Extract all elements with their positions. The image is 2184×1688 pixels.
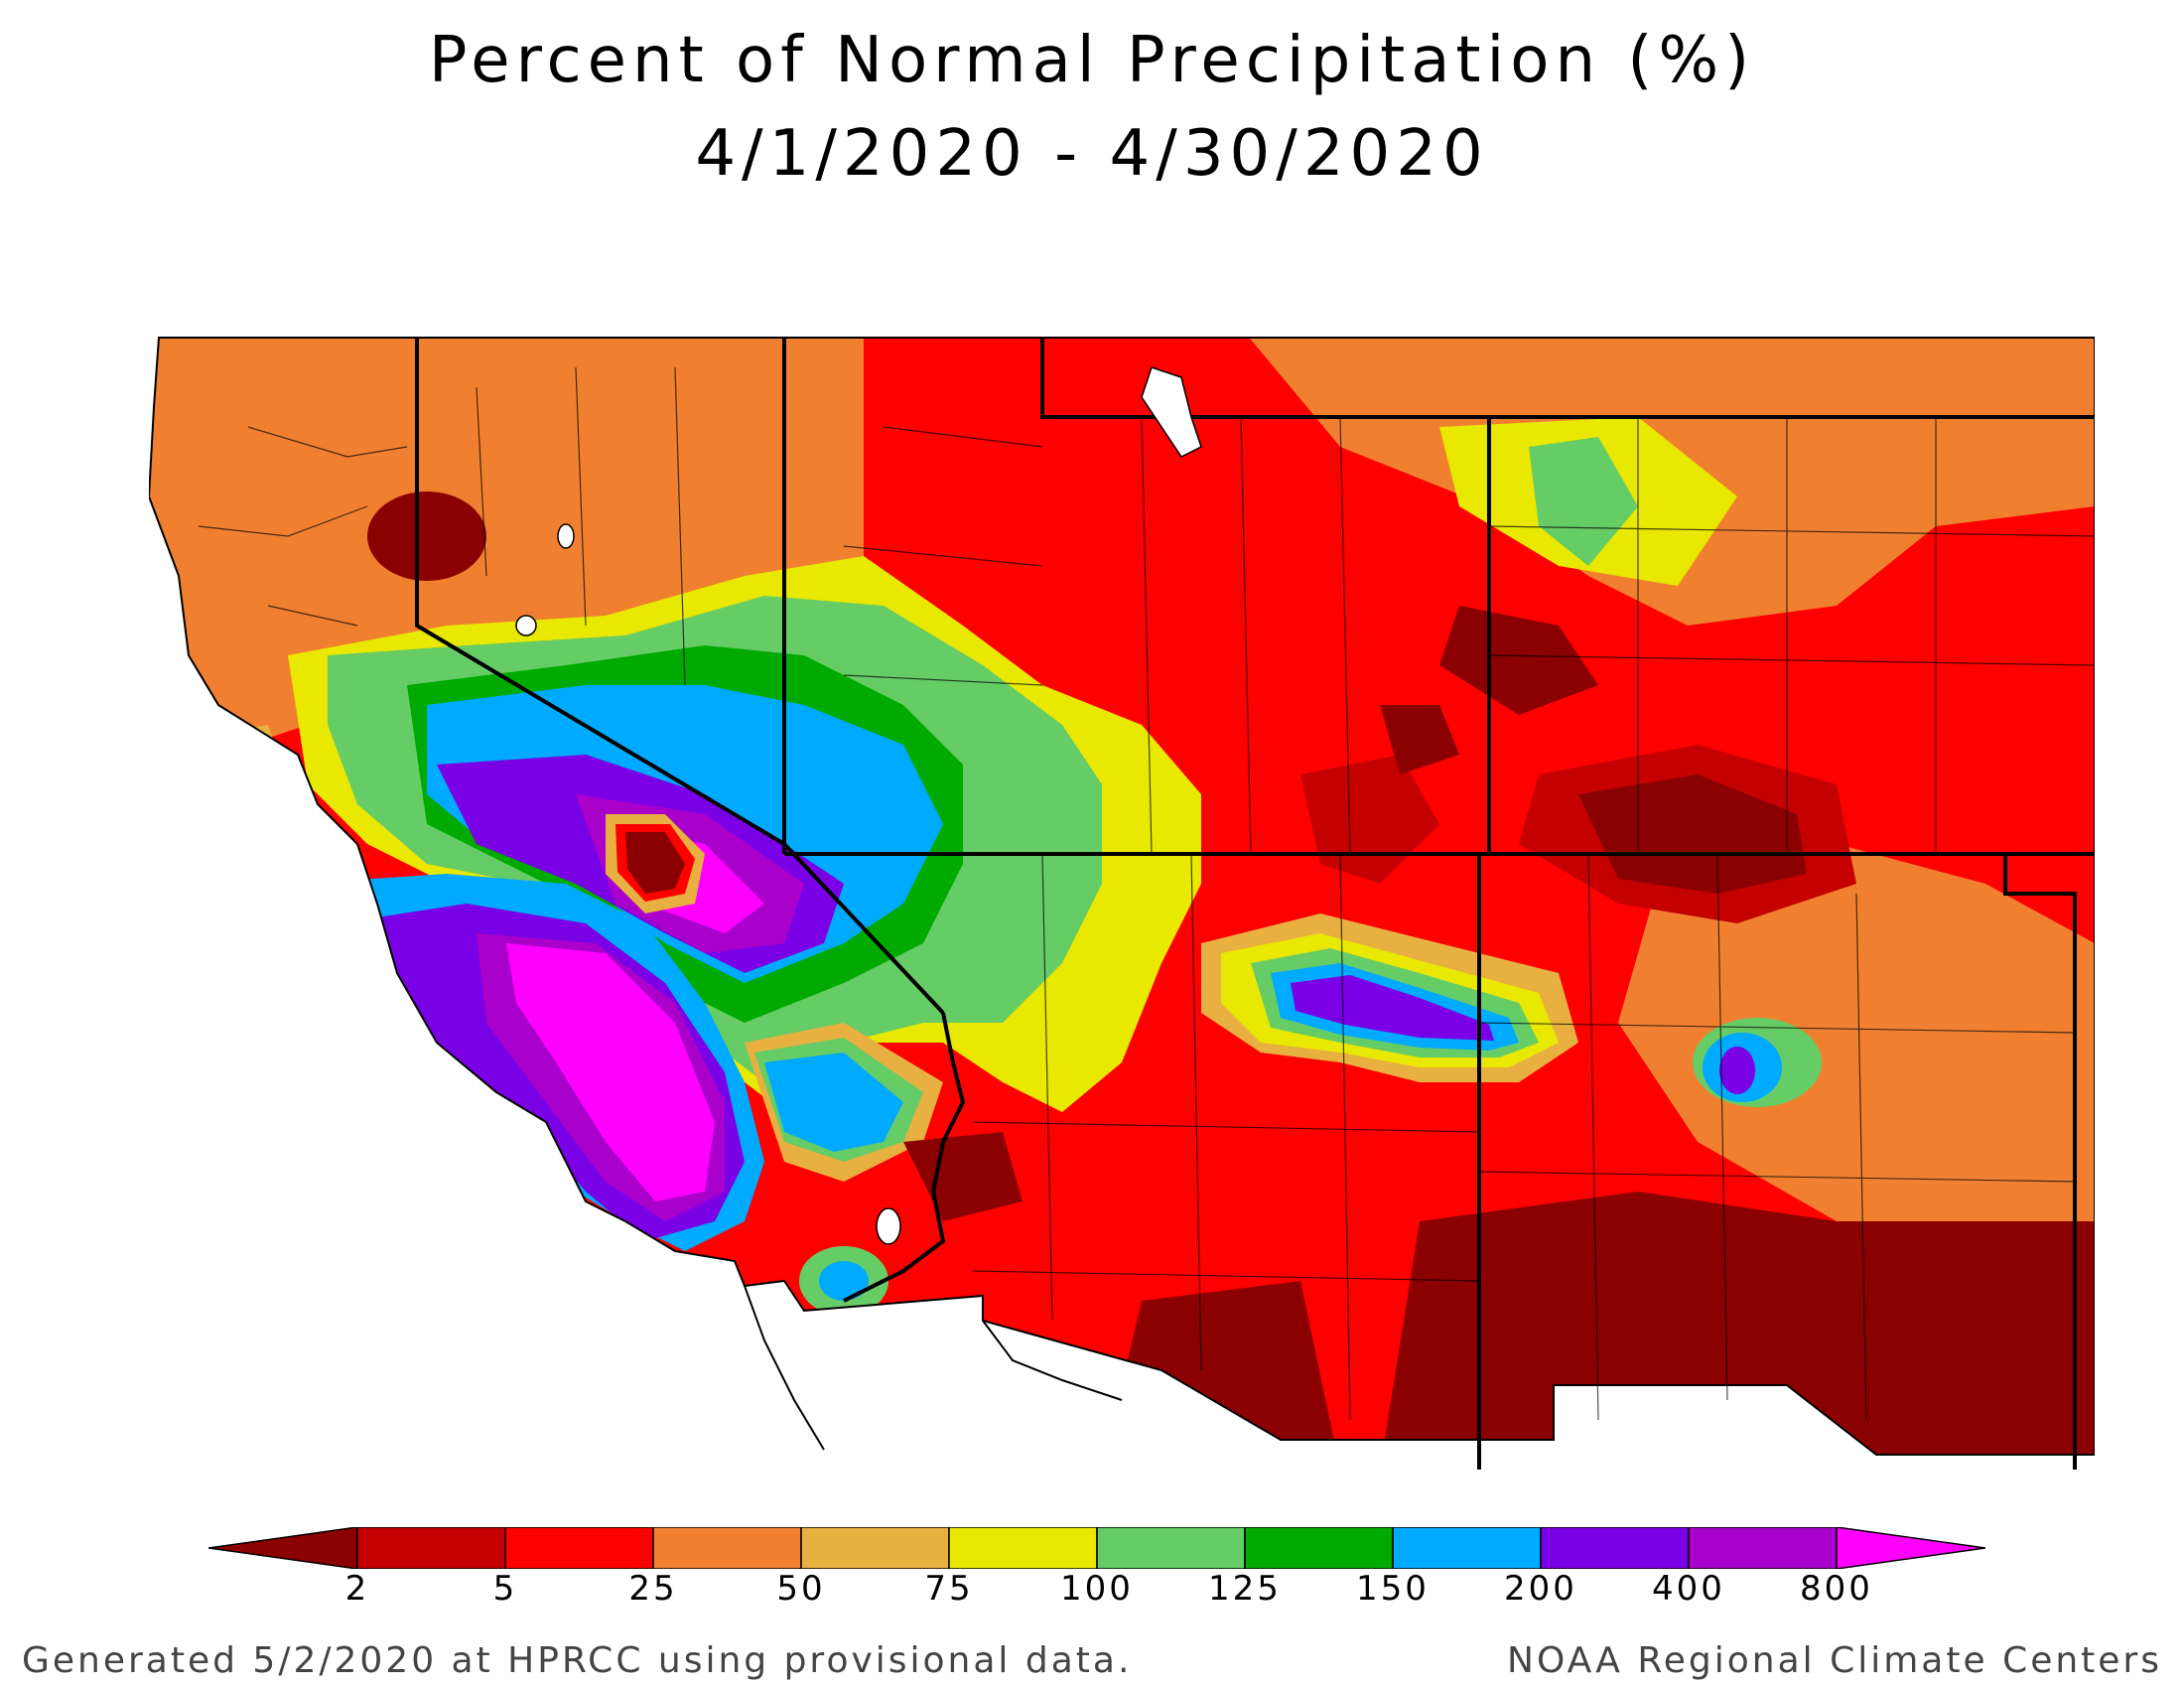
legend-swatch-125-150 [1244,1527,1394,1569]
precipitation-map [147,328,2096,1470]
legend-swatch-75-100 [948,1527,1098,1569]
precipitation-field [149,338,2095,1455]
legend-label: 75 [924,1569,974,1609]
legend-swatch-400-800 [1688,1527,1838,1569]
sonora-coastline [982,1320,1123,1401]
legend-swatch-200-400 [1540,1527,1690,1569]
source-credit: NOAA Regional Climate Centers [1507,1640,2162,1681]
legend-swatch-25-50 [652,1527,802,1569]
legend-swatch-2-5 [356,1527,506,1569]
date-range-subtitle: 4/1/2020 - 4/30/2020 [695,117,1489,191]
map-title: Percent of Normal Precipitation (%) [428,24,1756,97]
legend-label: 400 [1652,1569,1725,1609]
legend-swatch-below-2 [208,1527,358,1569]
legend-swatch-150-200 [1392,1527,1542,1569]
legend-swatch-above-800 [1836,1527,1985,1569]
legend-label: 100 [1060,1569,1134,1609]
legend-swatch-50-75 [800,1527,950,1569]
baja-coastline [744,1285,825,1451]
precipitation-map-svg [147,337,2096,1470]
legend-label: 2 [344,1569,370,1609]
legend-label: 5 [492,1569,518,1609]
legend-label: 150 [1356,1569,1430,1609]
county-lines [198,366,2096,1421]
lakes [515,366,1202,1245]
legend-label: 50 [776,1569,826,1609]
legend-swatch-100-125 [1096,1527,1246,1569]
legend-label: 125 [1208,1569,1282,1609]
coastline [147,337,2096,1456]
legend-colorbar [208,1527,1985,1569]
legend-label: 25 [628,1569,678,1609]
legend-label: 800 [1800,1569,1873,1609]
generated-note: Generated 5/2/2020 at HPRCC using provis… [22,1640,1133,1681]
state-boundaries [415,338,2095,1470]
legend-swatch-5-25 [504,1527,654,1569]
legend-label: 200 [1504,1569,1577,1609]
